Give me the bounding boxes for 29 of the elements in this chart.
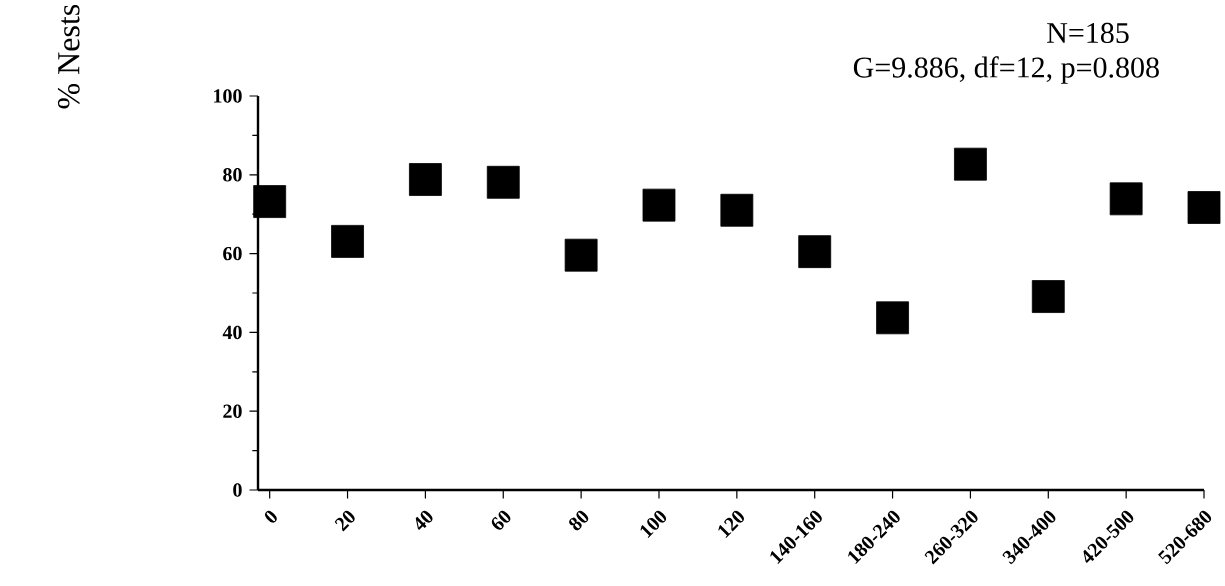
point	[486, 165, 520, 199]
point	[331, 224, 364, 258]
point	[720, 193, 754, 227]
y-tick-label: 0	[233, 483, 242, 497]
point	[1031, 280, 1065, 313]
y-tick-label: 60	[223, 246, 242, 261]
x-tick-label: 100	[640, 510, 667, 538]
x-tick-label: 0	[265, 510, 277, 523]
x-tick-label: 120	[718, 510, 744, 538]
x-tick-label: 60	[491, 510, 511, 530]
point	[253, 185, 287, 218]
y-tick-label: 20	[223, 404, 242, 418]
point	[642, 188, 676, 222]
y-axis-title: % Nests	[57, 4, 80, 109]
point	[1187, 191, 1221, 224]
x-tick-label: 20	[334, 510, 355, 532]
point	[798, 235, 832, 269]
y-tick-label: 40	[222, 325, 242, 340]
x-tick-label: 80	[569, 510, 589, 531]
x-tick-label: 40	[415, 510, 433, 530]
point	[1109, 182, 1143, 216]
point	[564, 238, 598, 272]
text: G=9.886, df=12, p=0.808	[853, 56, 1159, 84]
point	[409, 163, 442, 196]
point	[954, 147, 987, 181]
text: N=185	[1047, 22, 1129, 44]
point	[876, 301, 909, 335]
y-tick-label: 100	[214, 89, 242, 103]
y-tick-label: 80	[223, 168, 242, 182]
